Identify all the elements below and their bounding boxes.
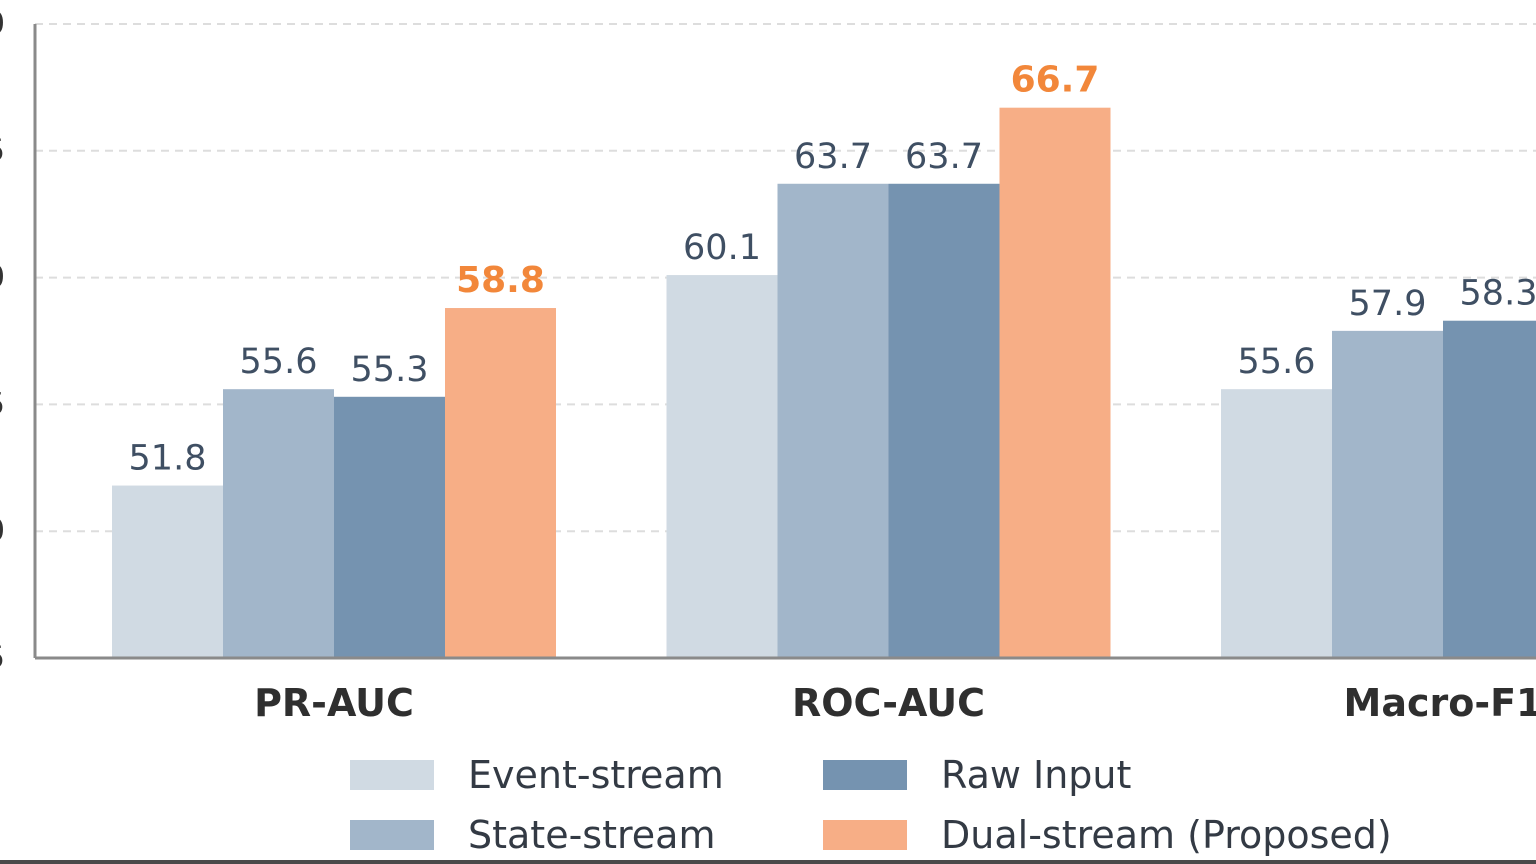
legend-swatch-state-stream	[350, 820, 434, 850]
axes	[33, 24, 1536, 660]
legend-item-event-stream: Event-stream	[350, 750, 724, 800]
bar-raw-input-roc-auc	[888, 183, 1000, 658]
y-tick-label-70: 70	[0, 7, 5, 42]
legend-label-dual-stream: Dual-stream (Proposed)	[941, 813, 1392, 857]
bar-dual-stream-proposed-roc-auc	[999, 107, 1111, 659]
value-label-raw-input-roc-auc: 63.7	[905, 137, 983, 177]
legend-swatch-event-stream	[350, 760, 434, 790]
legend-label-raw-input: Raw Input	[941, 753, 1132, 797]
bar-event-stream-pr-auc	[112, 485, 223, 658]
y-tick-label-50: 50	[0, 514, 5, 549]
y-tick-label-60: 60	[0, 260, 5, 295]
legend-label-state-stream: State-stream	[468, 813, 716, 857]
value-label-state-stream-roc-auc: 63.7	[794, 137, 872, 177]
bar-raw-input-pr-auc	[334, 396, 445, 658]
y-tick-label-45: 45	[0, 641, 5, 676]
legend-swatch-raw-input	[823, 760, 907, 790]
value-label-dual-stream-proposed-pr-auc: 58.8	[456, 260, 545, 301]
legend-item-dual-stream: Dual-stream (Proposed)	[823, 810, 1392, 860]
bar-state-stream-macro-f1	[1332, 330, 1443, 658]
y-tick-label-65: 65	[0, 133, 5, 168]
bar-state-stream-roc-auc	[777, 183, 889, 658]
legend-swatch-dual-stream	[823, 820, 907, 850]
bar-state-stream-pr-auc	[223, 389, 334, 658]
value-label-dual-stream-proposed-roc-auc: 66.7	[1011, 60, 1100, 101]
value-label-event-stream-macro-f1: 55.6	[1238, 342, 1316, 382]
bar-event-stream-macro-f1	[1221, 389, 1332, 658]
bars	[112, 107, 1536, 659]
category-label-roc-auc: ROC-AUC	[792, 681, 985, 725]
value-labels: 51.8 55.6 55.3 58.8 60.1 63.7 63.7 66.7 55.6 57.9…	[129, 60, 1536, 479]
legend: Event-stream State-stream Raw Input Dual…	[350, 748, 1500, 858]
bar-event-stream-roc-auc	[666, 275, 778, 658]
category-label-pr-auc: PR-AUC	[254, 681, 414, 725]
bottom-border	[0, 860, 1536, 864]
value-label-raw-input-pr-auc: 55.3	[351, 350, 429, 390]
value-label-event-stream-roc-auc: 60.1	[683, 228, 761, 268]
bar-raw-input-macro-f1	[1443, 320, 1536, 658]
x-axis-labels: PR-AUC ROC-AUC Macro-F1	[254, 681, 1536, 725]
bar-dual-stream-proposed-pr-auc	[445, 308, 556, 658]
legend-item-raw-input: Raw Input	[823, 750, 1131, 800]
value-label-event-stream-pr-auc: 51.8	[129, 439, 207, 479]
value-label-raw-input-macro-f1: 58.3	[1460, 274, 1536, 314]
legend-item-state-stream: State-stream	[350, 810, 715, 860]
value-label-state-stream-macro-f1: 57.9	[1349, 284, 1427, 324]
y-axis-ticks: 45 50 55 60 65 70	[0, 7, 5, 676]
category-label-macro-f1: Macro-F1	[1344, 681, 1536, 725]
value-label-state-stream-pr-auc: 55.6	[240, 342, 318, 382]
y-tick-label-55: 55	[0, 387, 5, 422]
legend-label-event-stream: Event-stream	[468, 753, 724, 797]
